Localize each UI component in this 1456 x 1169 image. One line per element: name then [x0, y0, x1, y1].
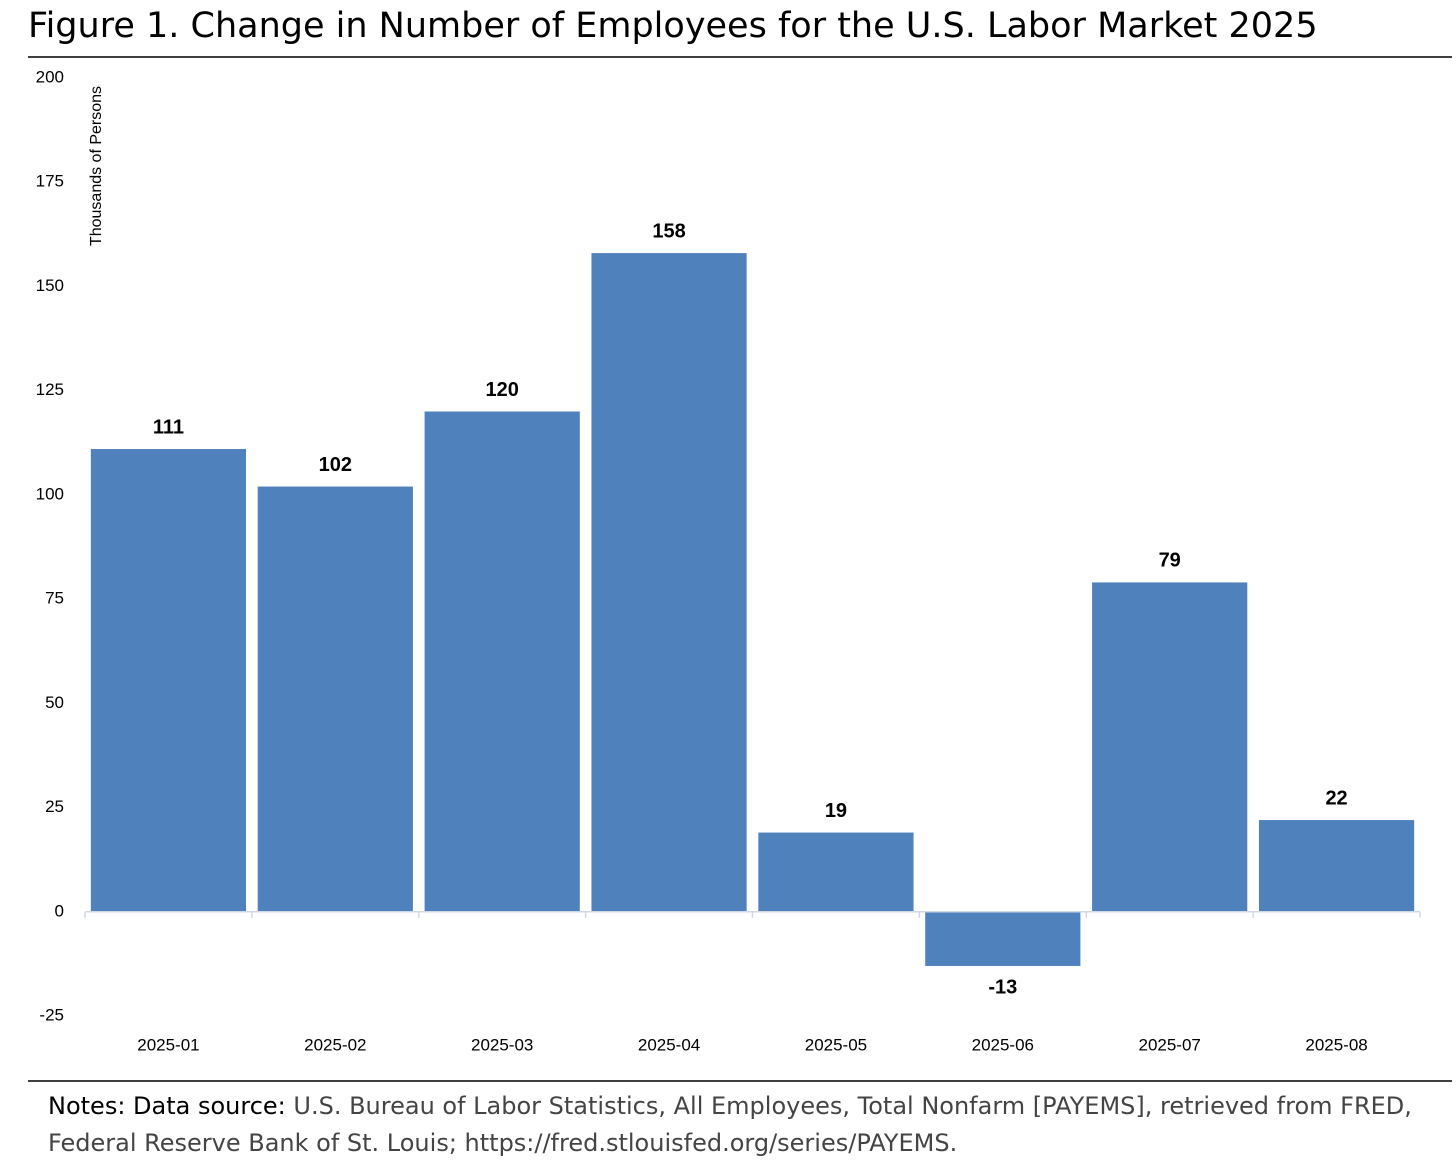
x-tick-label: 2025-08 [1305, 1035, 1367, 1054]
bar [257, 486, 413, 912]
x-tick-label: 2025-03 [471, 1035, 533, 1054]
y-tick-label: 75 [45, 589, 64, 608]
bar [758, 832, 914, 912]
y-tick-label: -25 [39, 1005, 64, 1024]
x-tick-label: 2025-02 [304, 1035, 366, 1054]
y-tick-label: 125 [36, 380, 64, 399]
x-tick-label: 2025-07 [1138, 1035, 1200, 1054]
value-label: 19 [825, 800, 847, 822]
chart-title: Figure 1. Change in Number of Employees … [28, 6, 1318, 46]
y-tick-label: 175 [36, 172, 64, 191]
y-tick-label: 25 [45, 797, 64, 816]
value-label: 22 [1325, 787, 1347, 809]
bar [1258, 820, 1415, 912]
notes: Notes: Data source: U.S. Bureau of Labor… [48, 1088, 1438, 1162]
notes-label: Notes: Data source: [48, 1092, 286, 1120]
y-tick-label: 0 [55, 901, 64, 920]
y-tick-label: 150 [36, 276, 64, 295]
x-tick-label: 2025-06 [972, 1035, 1034, 1054]
x-tick-label: 2025-01 [137, 1035, 199, 1054]
value-label: 79 [1159, 550, 1181, 572]
value-label: 111 [153, 416, 184, 438]
bar [1092, 582, 1248, 912]
x-tick-label: 2025-05 [805, 1035, 867, 1054]
bar [591, 253, 747, 912]
bar [90, 449, 247, 912]
value-label: 120 [486, 379, 519, 401]
y-tick-label: 50 [45, 693, 64, 712]
bar [925, 911, 1081, 966]
x-tick-label: 2025-04 [638, 1035, 700, 1054]
value-label: 102 [319, 454, 352, 476]
notes-text: U.S. Bureau of Labor Statistics, All Emp… [48, 1092, 1412, 1157]
y-tick-label: 200 [36, 67, 64, 86]
bar [424, 411, 580, 912]
value-label: 158 [652, 220, 685, 242]
y-tick-label: 100 [36, 484, 64, 503]
y-axis-label: Thousands of Persons [88, 86, 105, 246]
value-label: -13 [988, 976, 1017, 998]
